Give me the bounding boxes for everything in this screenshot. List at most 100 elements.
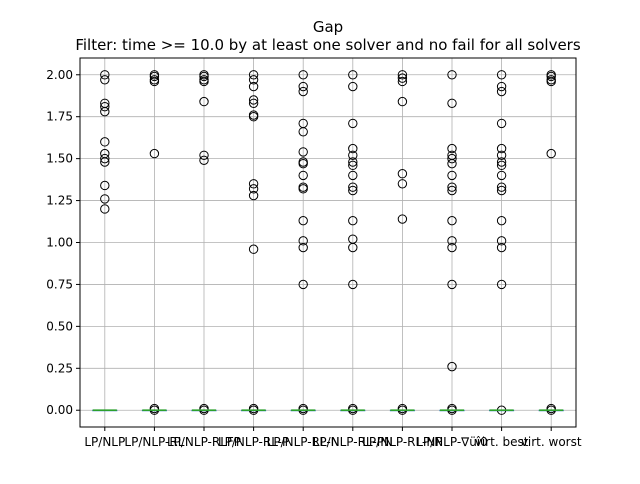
y-tick-label-6: 1.50 <box>46 152 73 166</box>
x-tick-label-5: LP/NLP-RL-PN <box>313 435 393 449</box>
chart-title: Gap <box>313 18 343 36</box>
outlier-point-0-11 <box>100 204 110 214</box>
outlier-point-5-10 <box>348 215 358 226</box>
y-tick-label-7: 1.75 <box>46 110 73 124</box>
chart-subtitle: Filter: time >= 10.0 by at least one sol… <box>75 36 581 54</box>
outlier-point-5-9 <box>348 185 358 196</box>
outlier-point-9-1 <box>546 71 556 82</box>
outlier-point-8-8 <box>496 170 507 181</box>
outlier-point-4-10 <box>298 184 308 194</box>
outlier-point-7-6 <box>447 170 457 181</box>
outlier-point-4-8 <box>298 170 308 181</box>
y-tick-label-8: 2.00 <box>46 68 73 82</box>
outlier-point-4-13 <box>298 242 308 253</box>
outlier-point-6-0 <box>397 70 408 80</box>
outlier-point-5-13 <box>348 279 358 290</box>
y-tick-label-1: 0.25 <box>46 361 73 375</box>
outlier-point-8-9 <box>496 182 507 192</box>
outlier-point-4-0 <box>298 70 308 80</box>
outlier-point-3-9 <box>248 190 259 201</box>
outlier-point-7-0 <box>447 70 457 80</box>
outlier-point-4-4 <box>298 127 308 137</box>
outlier-point-7-10 <box>447 236 457 246</box>
outlier-point-8-14 <box>496 279 507 290</box>
box-7 <box>439 70 465 415</box>
outlier-point-1-1 <box>149 71 160 82</box>
outlier-point-3-1 <box>248 75 259 85</box>
outlier-point-8-11 <box>496 215 507 226</box>
outlier-point-0-5 <box>100 137 110 147</box>
outlier-point-0-0 <box>100 70 110 80</box>
outlier-point-0-4 <box>100 106 110 117</box>
x-axis-ticks: LP/NLP LP/NLP-RLLP/NLP-RLFPLP/NLP-RL-PLP/… <box>84 427 582 449</box>
outlier-point-8-7 <box>496 160 507 171</box>
outlier-point-5-5 <box>348 157 358 167</box>
outlier-point-3-8 <box>248 184 259 194</box>
outlier-point-0-9 <box>100 180 110 191</box>
outlier-point-8-2 <box>496 86 507 97</box>
outlier-point-4-1 <box>298 81 308 92</box>
outlier-point-7-13 <box>447 361 457 372</box>
x-tick-label-0: LP/NLP <box>84 435 125 449</box>
outlier-point-4-12 <box>298 236 308 246</box>
box-9 <box>538 70 564 415</box>
outlier-point-7-1 <box>447 98 457 108</box>
box-plot-series <box>92 70 564 415</box>
outlier-point-3-10 <box>248 244 259 254</box>
x-tick-label-2: LP/NLP-RLFP <box>167 435 241 449</box>
outlier-point-8-13 <box>496 242 507 253</box>
x-tick-label-7: LP/NLP-∇üî0 <box>416 435 488 449</box>
outlier-point-7-7 <box>447 182 457 192</box>
outlier-point-3-6 <box>248 112 259 122</box>
outlier-point-5-4 <box>348 150 358 160</box>
y-tick-label-4: 1.00 <box>46 236 73 250</box>
outlier-point-7-12 <box>447 279 457 290</box>
outlier-point-3-2 <box>248 81 259 92</box>
outlier-point-7-8 <box>447 185 457 196</box>
outlier-point-0-3 <box>100 101 110 112</box>
outlier-point-3-3 <box>248 95 259 105</box>
outlier-point-0-10 <box>100 194 110 204</box>
x-tick-label-9: virt. worst <box>521 435 582 449</box>
outlier-point-4-11 <box>298 215 308 226</box>
outlier-point-2-3 <box>199 76 209 87</box>
outlier-point-3-0 <box>248 70 259 80</box>
outlier-point-6-1 <box>397 73 408 83</box>
outlier-point-0-8 <box>100 157 110 167</box>
outlier-point-1-3 <box>149 76 160 87</box>
box-8 <box>489 70 515 415</box>
outlier-point-0-7 <box>100 153 110 164</box>
outlier-point-7-11 <box>447 242 457 253</box>
outlier-point-6-4 <box>397 169 408 179</box>
x-tick-label-1: LP/NLP-RL <box>124 435 184 449</box>
outlier-point-8-6 <box>496 157 507 167</box>
outlier-point-5-3 <box>348 143 358 154</box>
box-2 <box>191 70 217 415</box>
y-tick-label-3: 0.75 <box>46 277 73 291</box>
box-6 <box>389 70 415 415</box>
outlier-point-5-12 <box>348 242 358 253</box>
outlier-point-1-4 <box>149 148 160 159</box>
outlier-point-4-7 <box>298 158 308 169</box>
outlier-point-8-4 <box>496 143 507 154</box>
y-tick-label-0: 0.00 <box>46 403 73 417</box>
outlier-point-8-10 <box>496 185 507 196</box>
box-3 <box>241 70 267 415</box>
outlier-point-8-1 <box>496 81 507 92</box>
outlier-point-5-6 <box>348 160 358 171</box>
outlier-point-5-1 <box>348 81 358 92</box>
outlier-point-2-4 <box>199 96 209 107</box>
outlier-point-5-7 <box>348 170 358 181</box>
outlier-point-8-5 <box>496 150 507 160</box>
outlier-point-2-5 <box>199 150 209 160</box>
y-tick-label-2: 0.50 <box>46 319 73 333</box>
outlier-point-5-0 <box>348 70 358 80</box>
outlier-point-8-12 <box>496 236 507 246</box>
outlier-point-6-3 <box>397 96 408 107</box>
outlier-point-8-3 <box>496 118 507 129</box>
outlier-point-5-2 <box>348 118 358 129</box>
outlier-point-2-1 <box>199 71 209 82</box>
x-tick-label-4: LP/NLP-RL-N <box>267 435 340 449</box>
